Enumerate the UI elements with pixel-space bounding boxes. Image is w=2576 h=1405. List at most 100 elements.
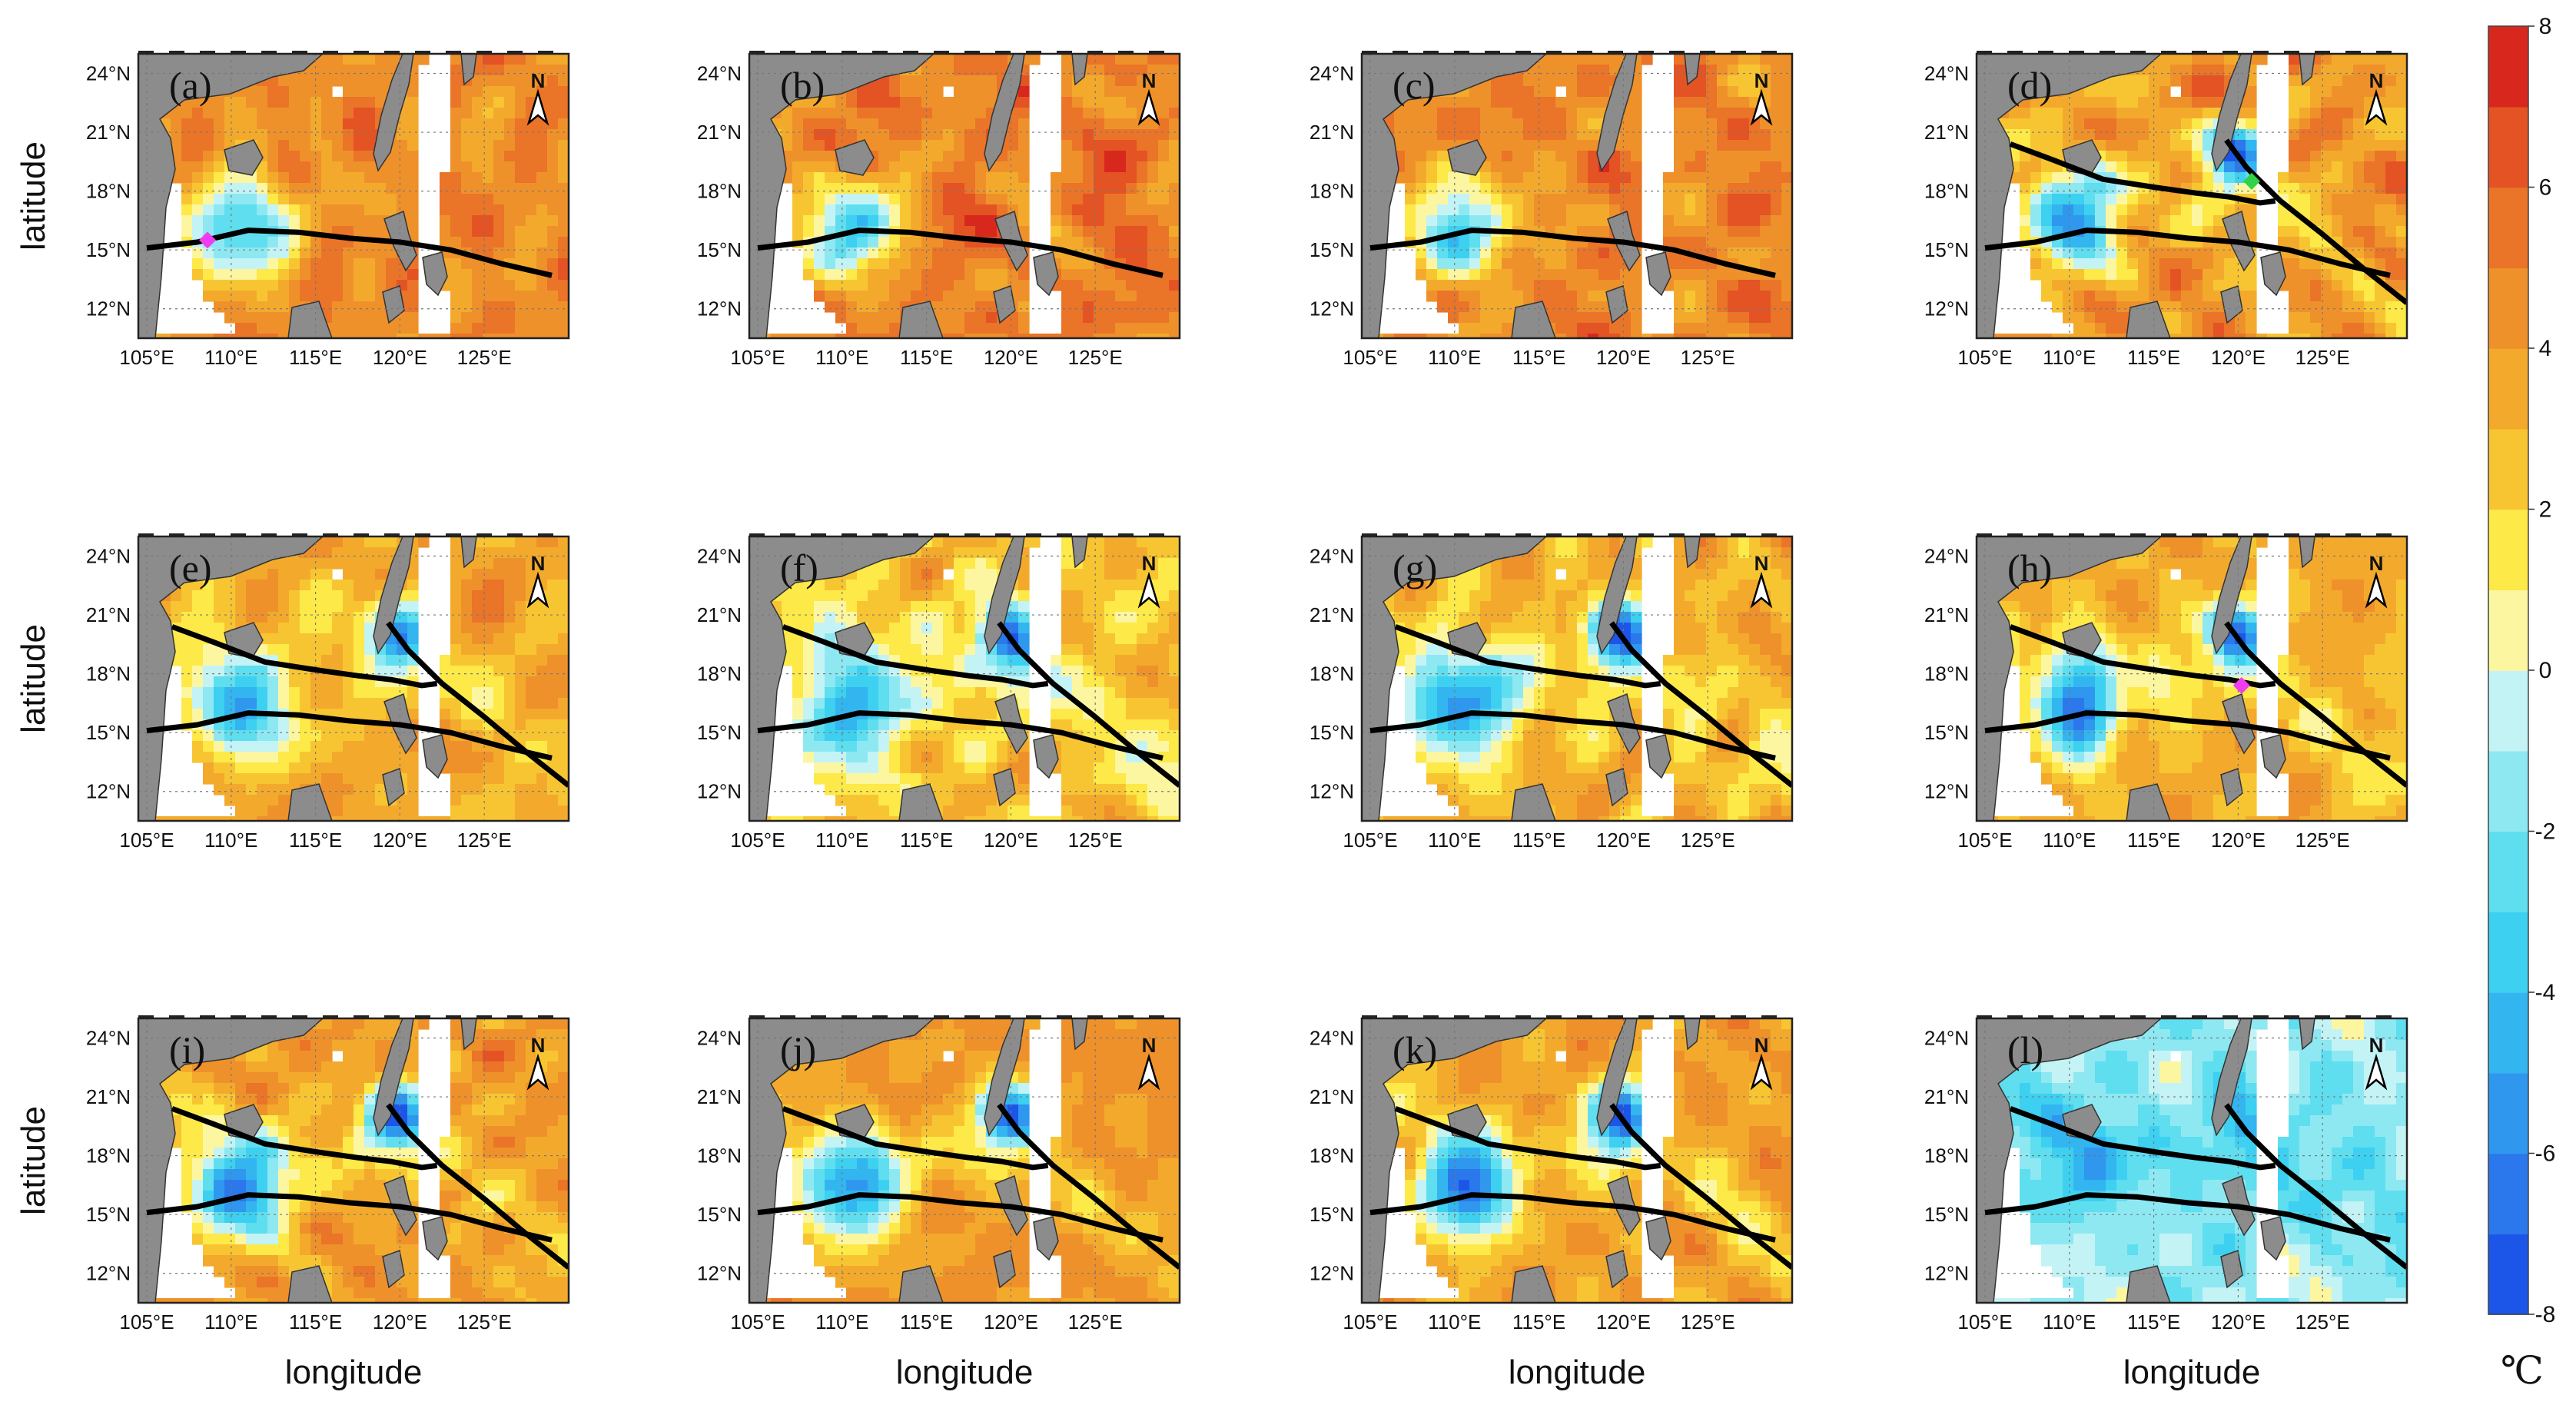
anomaly-cell xyxy=(214,601,225,613)
anomaly-cell xyxy=(2106,97,2117,108)
anomaly-cell xyxy=(1512,291,1524,302)
anomaly-cell xyxy=(1749,75,1761,87)
anomaly-cell xyxy=(332,601,344,613)
anomaly-cell xyxy=(1126,247,1137,259)
anomaly-cell xyxy=(1480,280,1492,291)
anomaly-cell xyxy=(1158,334,1170,338)
anomaly-cell xyxy=(407,601,419,613)
anomaly-cell xyxy=(2030,140,2042,151)
anomaly-cell xyxy=(364,161,376,173)
anomaly-cell xyxy=(214,698,225,709)
anomaly-cell xyxy=(192,644,204,656)
anomaly-cell xyxy=(954,312,965,324)
anomaly-cell xyxy=(1706,54,1718,65)
anomaly-cell xyxy=(792,194,804,205)
frame-tick xyxy=(354,51,369,54)
anomaly-cell xyxy=(2299,312,2311,324)
anomaly-cell xyxy=(203,709,214,720)
anomaly-cell xyxy=(1781,140,1792,151)
anomaly-cell xyxy=(235,730,247,742)
anomaly-cell xyxy=(2235,269,2246,281)
anomaly-cell xyxy=(889,312,901,324)
anomaly-cell xyxy=(354,226,365,237)
anomaly-cell xyxy=(289,237,300,248)
anomaly-cell xyxy=(2159,161,2171,173)
anomaly-cell xyxy=(526,719,537,731)
anomaly-cell xyxy=(1738,280,1750,291)
anomaly-cell xyxy=(2321,280,2332,291)
anomaly-cell xyxy=(332,334,344,338)
anomaly-cell xyxy=(450,323,462,334)
anomaly-cell xyxy=(2299,108,2311,119)
anomaly-cell xyxy=(2332,269,2343,281)
anomaly-cell xyxy=(932,75,944,87)
anomaly-cell xyxy=(2224,183,2236,194)
anomaly-cell xyxy=(2084,97,2096,108)
anomaly-cell xyxy=(2246,140,2257,151)
anomaly-cell xyxy=(964,323,976,334)
anomaly-cell xyxy=(2127,269,2139,281)
anomaly-cell xyxy=(472,687,483,699)
anomaly-cell xyxy=(257,86,268,98)
anomaly-cell xyxy=(493,183,505,194)
anomaly-cell xyxy=(224,784,236,796)
y-tick-label: 18°N xyxy=(86,663,131,686)
anomaly-cell xyxy=(2159,237,2171,248)
anomaly-cell xyxy=(2342,108,2354,119)
anomaly-cell xyxy=(1685,183,1696,194)
anomaly-cell xyxy=(1448,204,1459,216)
anomaly-cell xyxy=(246,334,257,338)
anomaly-cell xyxy=(1545,183,1556,194)
anomaly-cell xyxy=(192,129,204,141)
anomaly-cell xyxy=(2385,129,2397,141)
anomaly-cell xyxy=(2181,194,2193,205)
anomaly-cell xyxy=(526,312,537,324)
anomaly-cell xyxy=(1512,183,1524,194)
anomaly-cell xyxy=(2246,129,2257,141)
anomaly-cell xyxy=(1169,334,1180,338)
anomaly-cell xyxy=(1631,291,1642,302)
anomaly-cell xyxy=(1512,86,1524,98)
anomaly-cell xyxy=(461,97,473,108)
anomaly-cell xyxy=(483,204,494,216)
anomaly-cell xyxy=(450,666,462,677)
anomaly-cell xyxy=(267,301,279,313)
anomaly-cell xyxy=(310,730,322,742)
anomaly-cell xyxy=(1469,269,1481,281)
anomaly-cell xyxy=(1663,204,1675,216)
anomaly-cell xyxy=(1631,312,1642,324)
anomaly-cell xyxy=(1437,118,1449,130)
anomaly-cell xyxy=(364,54,376,65)
position-marker xyxy=(2242,172,2260,190)
anomaly-cell xyxy=(267,151,279,162)
anomaly-cell xyxy=(461,816,473,821)
anomaly-cell xyxy=(397,118,408,130)
anomaly-cell xyxy=(1502,258,1513,270)
anomaly-cell xyxy=(2106,86,2117,98)
anomaly-cell xyxy=(397,655,408,666)
anomaly-cell xyxy=(504,612,516,623)
anomaly-cell xyxy=(504,237,516,248)
anomaly-cell xyxy=(472,719,483,731)
anomaly-cell xyxy=(289,129,300,141)
anomaly-cell xyxy=(364,269,376,281)
anomaly-cell xyxy=(472,226,483,237)
anomaly-cell xyxy=(2041,194,2053,205)
anomaly-cell xyxy=(246,762,257,774)
anomaly-cell xyxy=(364,291,376,302)
anomaly-cell xyxy=(203,730,214,742)
anomaly-cell xyxy=(321,580,333,591)
anomaly-cell xyxy=(1072,237,1084,248)
anomaly-cell xyxy=(246,816,257,821)
anomaly-cell xyxy=(558,676,569,688)
anomaly-cell xyxy=(504,773,516,785)
anomaly-cell xyxy=(1631,334,1642,338)
anomaly-cell xyxy=(1169,247,1180,259)
anomaly-cell xyxy=(310,773,322,785)
anomaly-cell xyxy=(835,237,847,248)
anomaly-cell xyxy=(2364,75,2375,87)
anomaly-cell xyxy=(181,151,193,162)
anomaly-cell xyxy=(2289,86,2300,98)
anomaly-cell xyxy=(1577,172,1588,184)
anomaly-cell xyxy=(300,773,311,785)
